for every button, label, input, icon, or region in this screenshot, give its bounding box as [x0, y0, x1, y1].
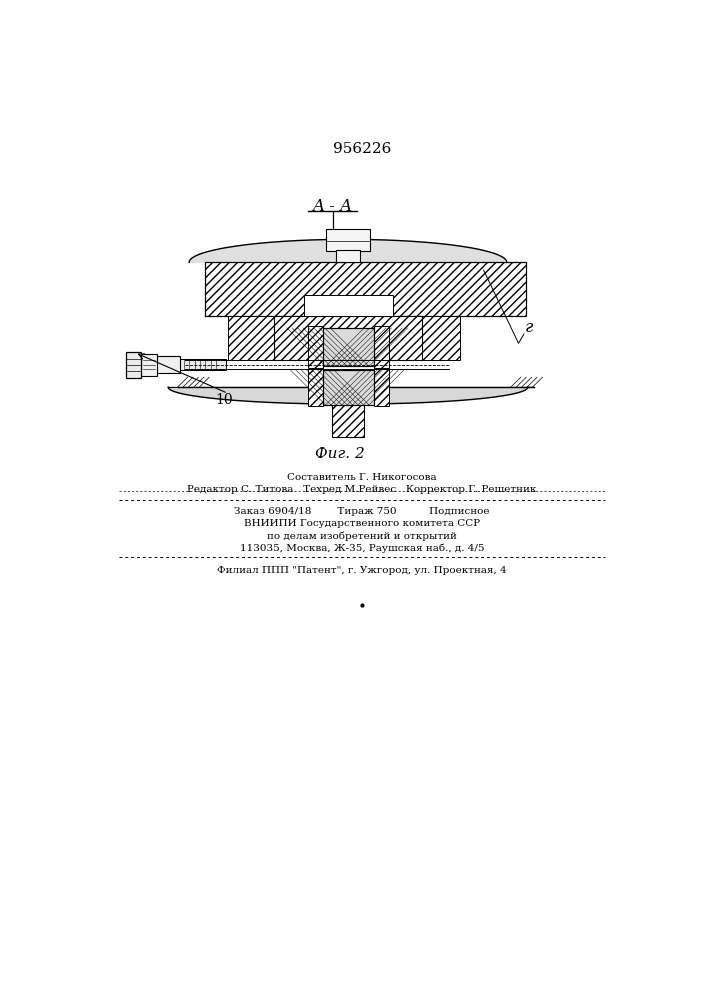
Text: Филиал ППП "Патент", г. Ужгород, ул. Проектная, 4: Филиал ППП "Патент", г. Ужгород, ул. Про…: [217, 566, 507, 575]
Bar: [332, 397, 364, 437]
Bar: [126, 352, 141, 378]
Polygon shape: [168, 387, 534, 404]
Bar: [323, 370, 373, 405]
Bar: [421, 316, 460, 360]
Text: 113035, Москва, Ж-35, Раушская наб., д. 4/5: 113035, Москва, Ж-35, Раушская наб., д. …: [240, 543, 484, 553]
Text: 10: 10: [215, 393, 233, 407]
Polygon shape: [189, 239, 507, 262]
Bar: [323, 328, 373, 366]
Text: Фиг. 2: Фиг. 2: [315, 447, 365, 461]
Text: г: г: [525, 319, 533, 336]
Bar: [228, 316, 274, 360]
Bar: [373, 369, 389, 406]
Bar: [323, 328, 373, 366]
Text: A - A: A - A: [312, 198, 353, 215]
Bar: [180, 359, 226, 370]
Bar: [308, 326, 323, 368]
Text: Редактор С. Титова   Техред М.Рейвес   Корректор Г. Решетник: Редактор С. Титова Техред М.Рейвес Корре…: [187, 485, 537, 494]
Text: Заказ 6904/18        Тираж 750          Подписное: Заказ 6904/18 Тираж 750 Подписное: [234, 507, 490, 516]
Bar: [304, 295, 393, 316]
Text: Составитель Г. Никогосова: Составитель Г. Никогосова: [287, 473, 437, 482]
Bar: [156, 356, 180, 373]
Bar: [336, 250, 361, 262]
Bar: [308, 369, 323, 406]
Bar: [204, 262, 526, 316]
Text: ВНИИПИ Государственного комитета ССР: ВНИИПИ Государственного комитета ССР: [244, 519, 480, 528]
Bar: [141, 354, 156, 376]
Bar: [323, 370, 373, 405]
Bar: [274, 316, 421, 360]
Text: 956226: 956226: [333, 142, 391, 156]
Bar: [327, 229, 370, 251]
Bar: [373, 326, 389, 368]
Text: по делам изобретений и открытий: по делам изобретений и открытий: [267, 531, 457, 541]
